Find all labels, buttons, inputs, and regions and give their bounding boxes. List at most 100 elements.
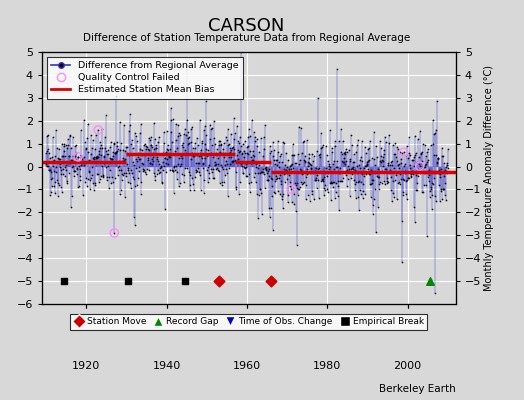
Point	[380, 166, 389, 172]
Point	[93, 155, 102, 161]
Point	[399, 188, 407, 195]
Point	[395, 178, 403, 185]
Point	[240, 164, 248, 170]
Point	[241, 138, 249, 144]
Point	[164, 161, 172, 168]
Point	[402, 196, 411, 202]
Point	[193, 168, 202, 174]
Point	[114, 146, 122, 152]
Point	[314, 151, 323, 158]
Point	[203, 153, 211, 159]
Point	[292, 160, 300, 166]
Point	[257, 135, 265, 142]
Point	[51, 152, 59, 159]
Point	[47, 176, 56, 182]
Point	[121, 194, 129, 200]
Point	[81, 139, 90, 146]
Point	[331, 138, 340, 145]
Point	[148, 150, 157, 157]
Point	[378, 168, 386, 174]
Point	[258, 169, 266, 175]
Point	[301, 196, 310, 202]
Point	[199, 161, 208, 167]
Point	[169, 168, 178, 174]
Point	[275, 174, 283, 181]
Point	[217, 162, 225, 168]
Point	[351, 181, 359, 188]
Point	[210, 118, 218, 124]
Point	[418, 158, 426, 164]
Point	[201, 155, 210, 162]
Point	[404, 175, 412, 182]
Point	[388, 158, 396, 164]
Point	[304, 158, 313, 165]
Point	[321, 186, 329, 193]
Point	[139, 168, 147, 174]
Point	[282, 166, 290, 173]
Point	[130, 176, 138, 182]
Point	[423, 157, 432, 164]
Point	[274, 188, 282, 194]
Point	[251, 134, 259, 140]
Point	[99, 173, 107, 179]
Point	[105, 173, 113, 180]
Point	[356, 157, 364, 163]
Point	[291, 169, 299, 175]
Point	[381, 134, 389, 140]
Point	[282, 175, 291, 182]
Point	[412, 150, 420, 156]
Point	[214, 278, 223, 284]
Point	[371, 186, 379, 192]
Point	[360, 173, 368, 180]
Point	[72, 142, 81, 148]
Point	[114, 164, 122, 170]
Point	[244, 150, 253, 157]
Point	[168, 116, 177, 122]
Point	[397, 218, 406, 224]
Point	[438, 196, 446, 202]
Point	[308, 191, 316, 198]
Point	[307, 164, 315, 171]
Point	[377, 159, 385, 166]
Point	[370, 156, 378, 162]
Point	[193, 134, 201, 141]
Point	[145, 160, 154, 166]
Point	[100, 154, 108, 160]
Point	[430, 152, 438, 159]
Point	[266, 148, 275, 154]
Point	[224, 126, 232, 132]
Point	[333, 158, 341, 164]
Point	[57, 171, 65, 178]
Point	[206, 151, 214, 157]
Point	[162, 149, 170, 155]
Point	[336, 165, 344, 172]
Point	[443, 165, 452, 172]
Point	[78, 156, 86, 162]
Point	[213, 155, 222, 161]
Point	[171, 151, 179, 157]
Point	[82, 174, 91, 181]
Point	[286, 178, 294, 185]
Point	[383, 180, 391, 187]
Point	[182, 151, 191, 157]
Point	[212, 150, 221, 156]
Point	[178, 142, 186, 148]
Point	[150, 120, 158, 126]
Text: CARSON: CARSON	[208, 17, 285, 35]
Point	[198, 154, 206, 161]
Point	[126, 111, 134, 118]
Point	[326, 196, 335, 203]
Point	[134, 154, 143, 160]
Point	[127, 184, 135, 191]
Point	[112, 92, 120, 99]
Point	[227, 131, 235, 137]
Point	[346, 132, 355, 138]
Point	[139, 167, 148, 173]
Point	[92, 154, 101, 161]
Point	[176, 163, 184, 170]
Point	[58, 153, 66, 159]
Point	[210, 135, 218, 141]
Point	[209, 166, 217, 172]
Point	[242, 173, 250, 180]
Point	[287, 166, 295, 172]
